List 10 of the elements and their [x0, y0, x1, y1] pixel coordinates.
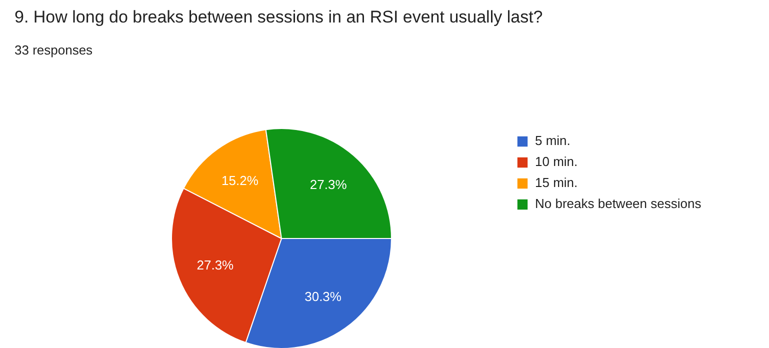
legend-label: 15 min.	[535, 175, 578, 190]
data-label: 30.3%	[304, 289, 342, 304]
data-label: 27.3%	[310, 176, 348, 192]
legend-label: 5 min.	[535, 133, 570, 148]
data-label: 15.2%	[222, 172, 259, 188]
chart-title: 9. How long do breaks between sessions in an RSI event usually last?	[14, 8, 543, 26]
data-label: 27.3%	[196, 258, 234, 273]
legend-label: 10 min.	[535, 154, 578, 169]
text: 33 responses	[14, 42, 94, 58]
legend-label: No breaks between sessions	[535, 196, 702, 211]
